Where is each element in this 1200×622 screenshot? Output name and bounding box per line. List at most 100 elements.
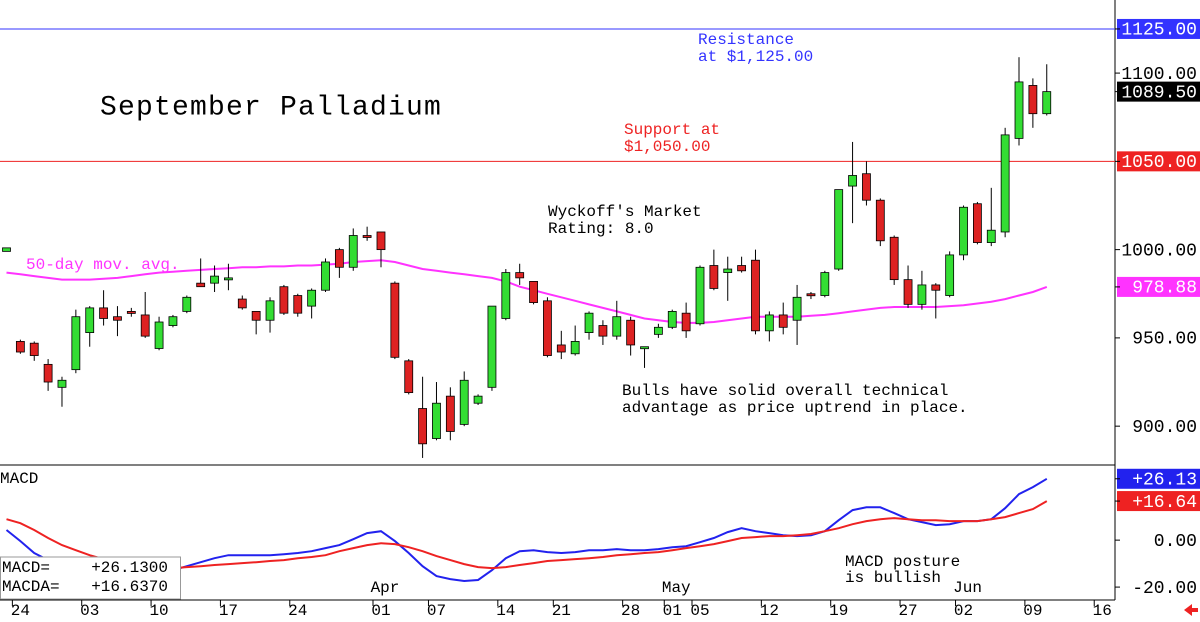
candle-body [681, 312, 691, 332]
candle-body [515, 272, 525, 279]
x-tick-label: 27 [898, 602, 917, 620]
candle-body [848, 175, 857, 187]
y-tick-label: 0.00 [1154, 532, 1197, 552]
candle-body [307, 289, 317, 307]
candle-body [265, 300, 275, 321]
candle-body [2, 247, 11, 252]
candle-body [224, 277, 233, 281]
moving-average [6, 259, 1048, 324]
readout-value: +26.1300 [91, 559, 168, 577]
candle-body [57, 379, 67, 388]
readout-name: MACDA= [2, 578, 60, 596]
candle-body [556, 344, 566, 353]
axis-label-box [1117, 491, 1200, 512]
candle-body [667, 311, 677, 328]
candle-body [473, 395, 483, 404]
candle-body [15, 341, 25, 353]
axis-label-box [1117, 151, 1200, 172]
candle-body [695, 266, 705, 325]
candle-body [390, 282, 400, 358]
candle-body [154, 321, 164, 349]
candle-body [862, 173, 871, 201]
x-tick-label: 24 [11, 602, 30, 620]
annotation: Rating: 8.0 [548, 220, 654, 238]
candle-body [43, 363, 53, 383]
candle-body [792, 296, 802, 321]
candle-body [348, 235, 358, 268]
candle-body [279, 286, 289, 314]
candle-body [182, 296, 192, 312]
x-tick-label: 09 [1023, 602, 1042, 620]
candle-body [764, 314, 774, 332]
x-tick-label: 10 [149, 602, 168, 620]
x-tick-label: 12 [760, 602, 779, 620]
candle-body [362, 235, 372, 238]
x-tick-label: 07 [427, 602, 446, 620]
month-label: Jun [953, 579, 982, 597]
candle-body [196, 282, 206, 288]
candle-body [251, 311, 261, 321]
y-tick-label: 900.00 [1132, 418, 1197, 438]
y-tick-label: 1050.00 [1121, 153, 1197, 173]
chart-title: September Palladium [100, 92, 442, 123]
candle-body [931, 284, 941, 291]
candle-body [501, 272, 511, 319]
annotation: Bulls have solid overall technical [622, 382, 948, 400]
candle-body [737, 265, 747, 272]
candle-body [917, 284, 927, 305]
candle-body [113, 316, 122, 321]
candle-body [334, 249, 344, 268]
annotation: Support at [624, 121, 720, 139]
candle-body [71, 316, 81, 371]
candle-body [834, 189, 844, 270]
candle-body [584, 312, 594, 333]
scroll-arrow[interactable] [1184, 604, 1198, 616]
candle-body [418, 408, 428, 445]
annotation: MACD posture [845, 553, 960, 571]
candle-body [612, 316, 622, 337]
x-tick-label: 19 [829, 602, 848, 620]
candle-body [543, 300, 552, 356]
x-tick-label: 24 [288, 602, 307, 620]
candle-body [806, 293, 816, 297]
month-label: May [662, 579, 691, 597]
y-tick-label: 1089.50 [1121, 83, 1197, 103]
candle-body [459, 379, 469, 425]
candle-body [321, 261, 330, 291]
candle-body [751, 259, 760, 332]
readout-name: MACD= [2, 559, 50, 577]
candle-body [903, 279, 913, 305]
candle-body [432, 402, 441, 439]
candle-body [99, 307, 108, 319]
candle-body [875, 199, 885, 242]
y-tick-label: 1000.00 [1121, 241, 1197, 261]
candle-body [709, 265, 719, 289]
x-tick-label: 17 [219, 602, 238, 620]
price-panel [0, 28, 1115, 458]
candle-body [778, 314, 788, 328]
candle-body [126, 311, 136, 314]
annotation: is bullish [845, 569, 941, 587]
candle-body [626, 319, 636, 346]
candle-body [1014, 81, 1024, 139]
legend-label: 50-day mov. avg. [26, 256, 180, 274]
candle-body [570, 341, 580, 355]
candle-body [653, 326, 663, 335]
axis-label-box [1117, 18, 1200, 39]
y-tick-label: 950.00 [1132, 330, 1197, 350]
x-tick-label: 01 [663, 602, 682, 620]
annotation: at $1,125.00 [698, 48, 813, 66]
candle-body [293, 295, 303, 314]
x-tick-label: 21 [552, 602, 571, 620]
axis-label-box [1117, 276, 1200, 297]
readout-box [0, 556, 181, 600]
candle-body [945, 254, 955, 296]
annotation: Resistance [698, 31, 794, 49]
month-label: Apr [371, 579, 400, 597]
readout-value: +16.6370 [91, 578, 168, 596]
candle-body [959, 206, 968, 256]
candle-body [1028, 85, 1038, 115]
y-tick-label: +16.64 [1132, 493, 1197, 513]
candle-body [598, 325, 608, 337]
